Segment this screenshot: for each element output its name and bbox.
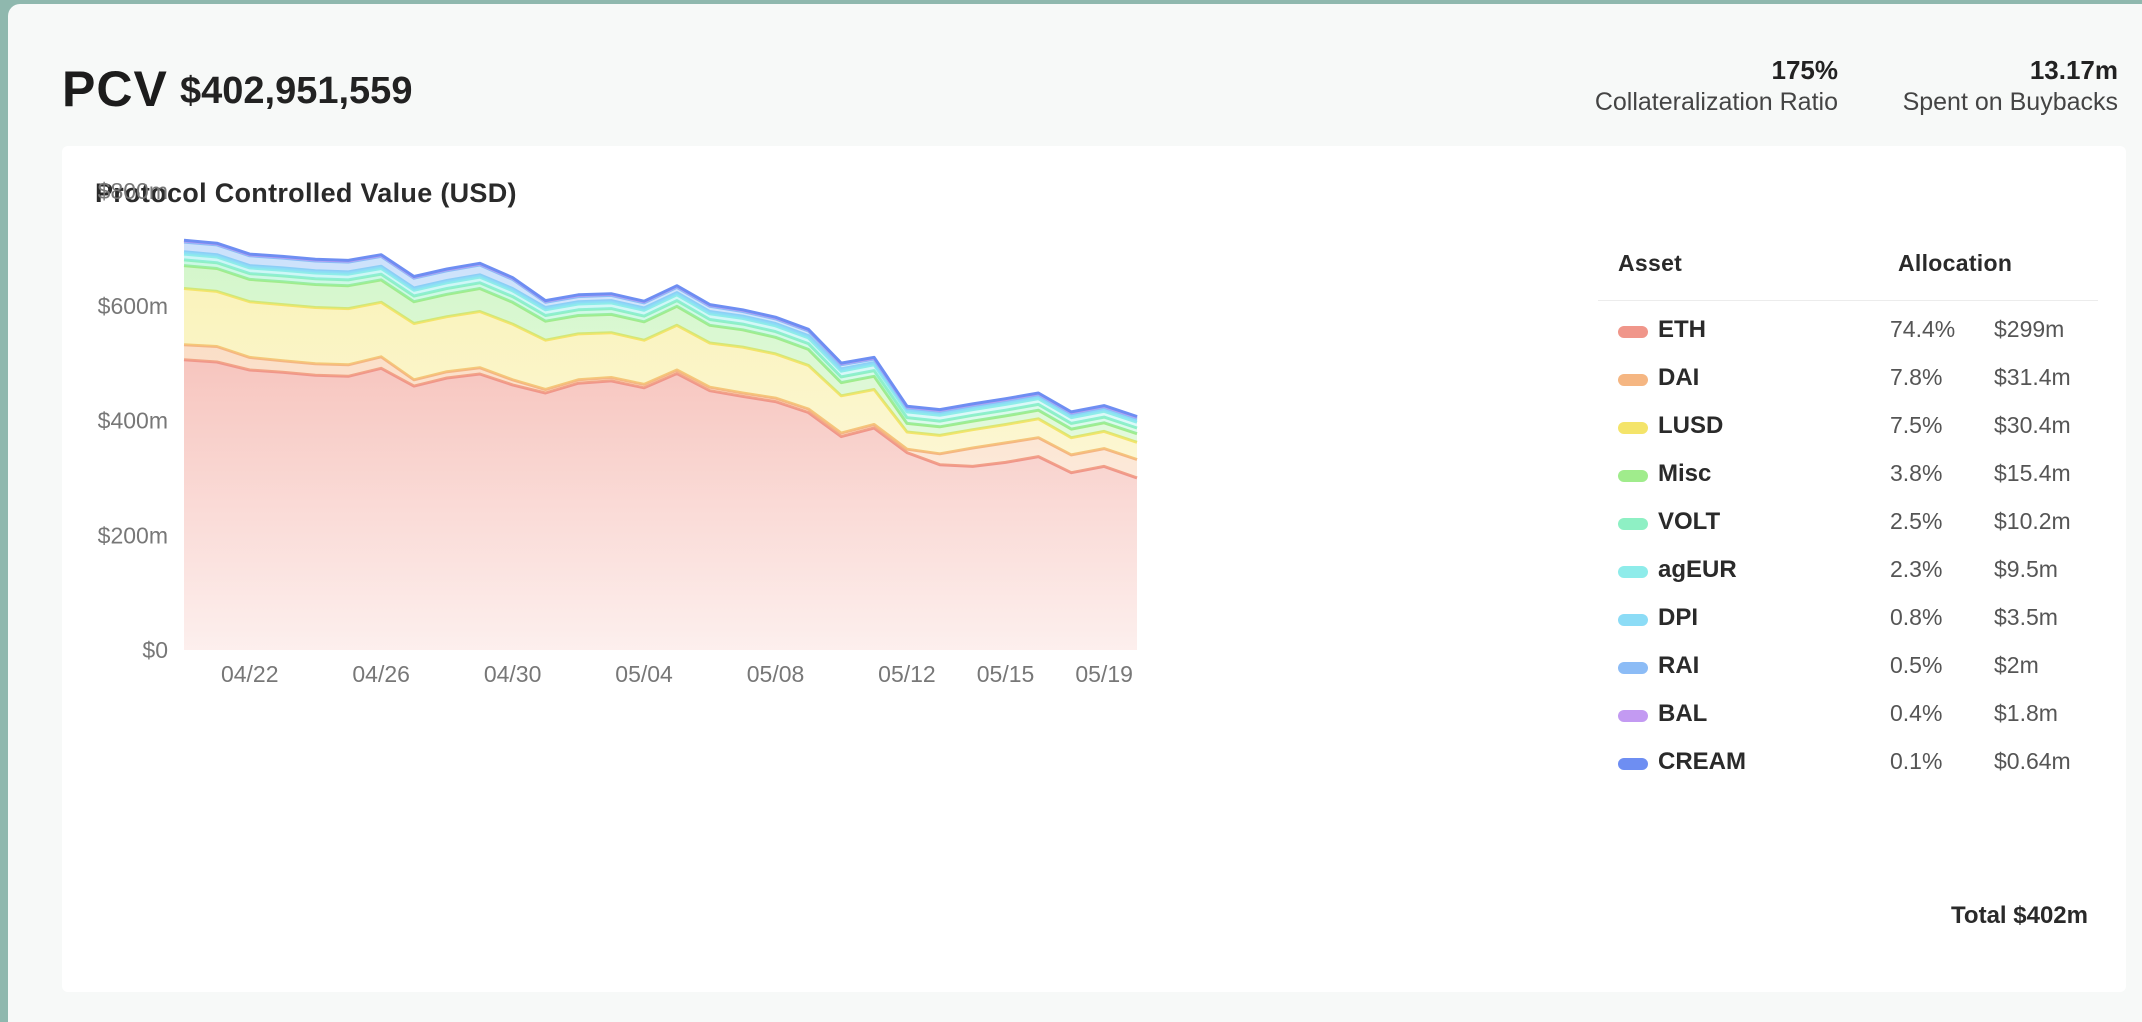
app-frame: PCV $402,951,559 175% Collateralization … <box>8 4 2142 1022</box>
legend-header: Asset Allocation <box>1598 242 2098 301</box>
pcv-header: PCV $402,951,559 175% Collateralization … <box>62 54 2118 134</box>
legend-asset-percent: 2.5% <box>1890 508 1943 534</box>
y-tick-label: $0 <box>142 637 168 663</box>
legend-asset-value: $299m <box>1994 316 2065 342</box>
legend-swatch <box>1618 470 1648 482</box>
x-tick-label: 05/12 <box>878 661 936 687</box>
legend-swatch <box>1618 422 1648 434</box>
legend-asset-name: agEUR <box>1658 556 1737 583</box>
legend-asset-name: VOLT <box>1658 508 1721 535</box>
legend-asset-name: LUSD <box>1658 412 1724 439</box>
pcv-chart-card: Protocol Controlled Value (USD) $0 $200m $… <box>62 146 2126 992</box>
legend-asset-percent: 0.8% <box>1890 604 1943 630</box>
legend-asset-value: $0.64m <box>1994 748 2071 774</box>
legend-asset-percent: 74.4% <box>1890 316 1956 342</box>
legend-asset-percent: 3.8% <box>1890 460 1943 486</box>
buybacks-stat: 13.17m Spent on Buybacks <box>1903 54 2118 118</box>
legend-total: Total $402m <box>1951 902 2088 929</box>
legend-item-dpi[interactable]: DPI 0.8% $3.5m <box>1598 591 2098 639</box>
buybacks-label: Spent on Buybacks <box>1902 88 2118 116</box>
chart-title: Protocol Controlled Value (USD) <box>95 178 517 208</box>
legend-item-dai[interactable]: DAI 7.8% $31.4m <box>1598 351 2098 399</box>
legend-item-lusd[interactable]: LUSD 7.5% $30.4m <box>1598 399 2098 447</box>
area-layers <box>183 238 1138 650</box>
legend-asset-value: $1.8m <box>1994 700 2058 726</box>
legend-asset-name: Misc <box>1658 460 1712 487</box>
legend-asset-header: Asset <box>1618 250 1683 276</box>
stacked-area-chart[interactable]: $0 $200m $400m $600m $800m 04/22 04/26 04/30 05/… <box>62 146 1582 992</box>
legend-swatch <box>1618 326 1648 338</box>
collateralization-stat: 175% Collateralization Ratio <box>1595 54 1838 118</box>
legend-asset-percent: 2.3% <box>1890 556 1943 582</box>
legend-swatch <box>1618 710 1648 722</box>
legend-asset-percent: 7.5% <box>1890 412 1943 438</box>
y-tick-label: $200m <box>98 522 168 548</box>
x-tick-label: 04/30 <box>484 661 542 687</box>
legend-swatch <box>1618 614 1648 626</box>
allocation-legend: Asset Allocation ETH 74.4% $299m DAI 7.8% $31… <box>1598 242 2098 929</box>
legend-asset-value: $31.4m <box>1994 364 2071 390</box>
x-tick-label: 04/26 <box>352 661 410 687</box>
legend-asset-name: RAI <box>1658 652 1700 679</box>
legend-swatch <box>1618 758 1648 770</box>
legend-asset-percent: 0.1% <box>1890 748 1943 774</box>
legend-item-misc[interactable]: Misc 3.8% $15.4m <box>1598 447 2098 495</box>
legend-asset-percent: 0.4% <box>1890 700 1943 726</box>
area-misc[interactable] <box>184 265 1137 443</box>
legend-swatch <box>1618 374 1648 386</box>
legend-asset-name: CREAM <box>1658 748 1746 775</box>
collateralization-value: 175% <box>1771 55 1839 85</box>
x-tick-label: 05/08 <box>747 661 805 687</box>
legend-item-volt[interactable]: VOLT 2.5% $10.2m <box>1598 495 2098 543</box>
pcv-total-value: $402,951,559 <box>180 70 413 112</box>
area-lusd[interactable] <box>184 288 1137 460</box>
buybacks-value: 13.17m <box>2029 55 2118 85</box>
legend-asset-name: ETH <box>1658 316 1706 343</box>
y-tick-label: $600m <box>98 293 168 319</box>
legend-asset-value: $30.4m <box>1994 412 2071 438</box>
area-ageur[interactable] <box>184 254 1137 428</box>
legend-asset-percent: 7.8% <box>1890 364 1943 390</box>
legend-rows: ETH 74.4% $299m DAI 7.8% $31.4m LUSD 7.5% $30.4m… <box>1598 303 2098 783</box>
legend-item-bal[interactable]: BAL 0.4% $1.8m <box>1598 687 2098 735</box>
legend-asset-name: BAL <box>1658 700 1708 727</box>
x-tick-label: 05/15 <box>977 661 1035 687</box>
legend-asset-percent: 0.5% <box>1890 652 1943 678</box>
legend-asset-value: $3.5m <box>1994 604 2058 630</box>
line-cream <box>183 238 1138 418</box>
area-eth[interactable] <box>184 359 1137 650</box>
area-volt[interactable] <box>184 259 1137 434</box>
legend-asset-value: $15.4m <box>1994 460 2071 486</box>
legend-asset-name: DPI <box>1658 604 1699 631</box>
legend-swatch <box>1618 518 1648 530</box>
legend-asset-value: $2m <box>1994 652 2039 678</box>
x-tick-label: 05/04 <box>615 661 673 687</box>
collateralization-label: Collateralization Ratio <box>1594 88 1838 116</box>
page-title: PCV <box>62 61 168 117</box>
legend-swatch <box>1618 566 1648 578</box>
legend-allocation-header: Allocation <box>1898 250 2013 276</box>
y-tick-label: $400m <box>98 408 168 434</box>
legend-item-cream[interactable]: CREAM 0.1% $0.64m <box>1598 735 2098 783</box>
legend-swatch <box>1618 662 1648 674</box>
legend-asset-value: $10.2m <box>1994 508 2071 534</box>
legend-item-ageur[interactable]: agEUR 2.3% $9.5m <box>1598 543 2098 591</box>
x-tick-label: 05/19 <box>1075 661 1133 687</box>
legend-item-rai[interactable]: RAI 0.5% $2m <box>1598 639 2098 687</box>
y-tick-label: $800m <box>98 178 168 204</box>
x-tick-label: 04/22 <box>221 661 279 687</box>
area-rai[interactable] <box>184 242 1137 420</box>
legend-asset-name: DAI <box>1658 364 1700 391</box>
legend-item-eth[interactable]: ETH 74.4% $299m <box>1598 303 2098 351</box>
legend-asset-value: $9.5m <box>1994 556 2058 582</box>
